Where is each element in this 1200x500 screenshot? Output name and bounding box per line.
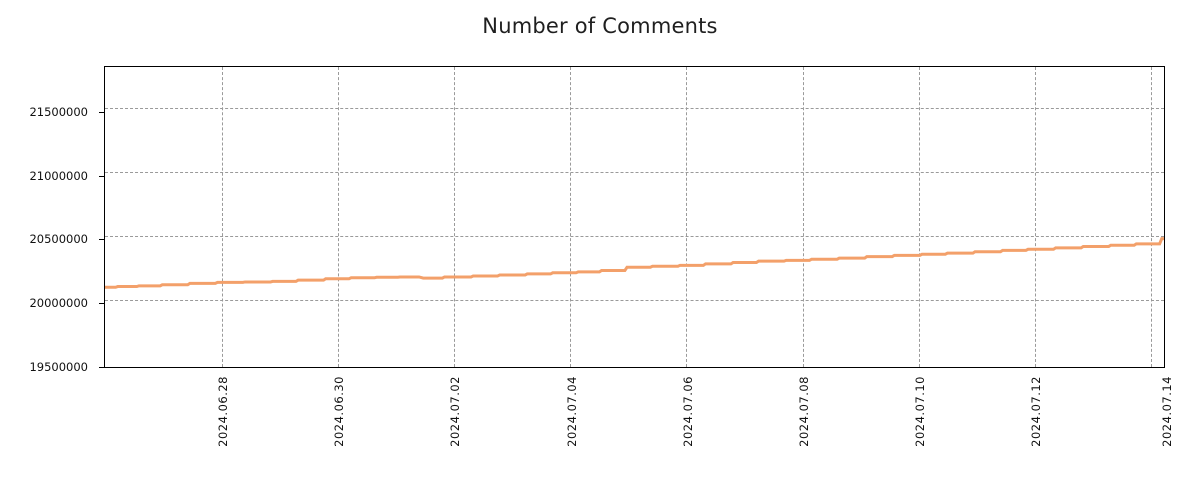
- h-gridline-4: [105, 107, 1164, 109]
- x-tick-label-2: 2024.07.02: [448, 376, 462, 447]
- y-tick-label-3: 21000000: [29, 169, 88, 183]
- h-gridline-3: [105, 171, 1164, 173]
- series-line-number-of-comments: [105, 237, 1164, 289]
- h-gridline-1: [105, 299, 1164, 301]
- x-tick-label-1: 2024.06.30: [332, 376, 346, 447]
- v-gridline-8: [1151, 67, 1153, 367]
- v-gridline-2: [454, 67, 456, 367]
- x-tick-label-3: 2024.07.04: [565, 376, 579, 447]
- y-tick-mark-1: [99, 303, 106, 304]
- y-tick-mark-3: [99, 176, 106, 177]
- y-tick-mark-2: [99, 239, 106, 240]
- chart-title: Number of Comments: [482, 14, 718, 38]
- x-tick-label-5: 2024.07.08: [797, 376, 811, 447]
- v-gridline-6: [918, 67, 920, 367]
- x-tick-label-4: 2024.07.06: [681, 376, 695, 447]
- y-tick-label-0: 19500000: [29, 360, 88, 374]
- v-gridline-7: [1034, 67, 1036, 367]
- y-tick-mark-4: [99, 112, 106, 113]
- x-tick-label-0: 2024.06.28: [216, 376, 230, 447]
- y-tick-label-2: 20500000: [29, 232, 88, 246]
- x-tick-label-8: 2024.07.14: [1160, 376, 1174, 447]
- v-gridline-4: [686, 67, 688, 367]
- x-tick-label-6: 2024.07.10: [913, 376, 927, 447]
- plot-area: [104, 66, 1165, 368]
- y-tick-mark-0: [99, 367, 106, 368]
- v-gridline-5: [802, 67, 804, 367]
- h-gridline-2: [105, 235, 1164, 237]
- v-gridline-3: [570, 67, 572, 367]
- plot-inner: [105, 67, 1164, 367]
- x-tick-label-7: 2024.07.12: [1029, 376, 1043, 447]
- y-tick-label-4: 21500000: [29, 105, 88, 119]
- v-gridline-0: [221, 67, 223, 367]
- y-tick-label-1: 20000000: [29, 296, 88, 310]
- v-gridline-1: [337, 67, 339, 367]
